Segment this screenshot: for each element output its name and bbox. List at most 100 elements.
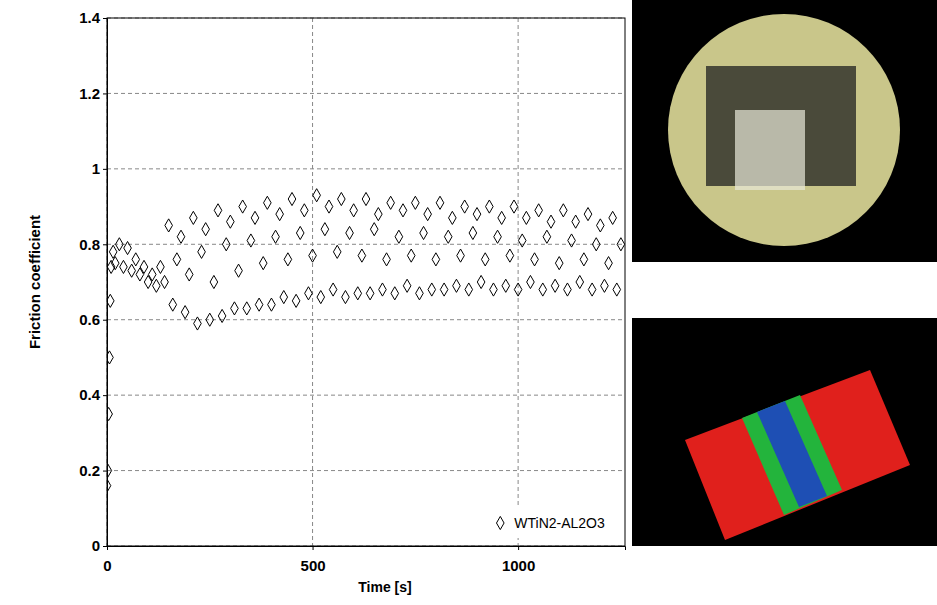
point — [124, 241, 132, 254]
point — [564, 283, 572, 296]
legend-label: WTiN2-AL2O3 — [514, 515, 605, 531]
point — [375, 208, 383, 221]
point — [514, 283, 522, 296]
tick-label: 1000 — [502, 557, 535, 574]
x-tick: 500 — [301, 546, 326, 574]
tick-label: 0.6 — [79, 311, 100, 328]
point — [379, 283, 387, 296]
point — [543, 230, 551, 243]
tick-label: 500 — [301, 557, 326, 574]
tick-label: 1 — [92, 160, 100, 177]
x-tick: 1000 — [502, 546, 535, 574]
y-tick: 1 — [92, 160, 107, 177]
point — [412, 196, 420, 209]
point — [539, 283, 547, 296]
point — [395, 230, 403, 243]
point — [531, 253, 539, 266]
point — [111, 257, 119, 270]
point — [296, 226, 304, 239]
point — [498, 211, 506, 224]
point — [588, 283, 596, 296]
point — [177, 230, 185, 243]
tick-mark — [103, 395, 107, 396]
point — [551, 279, 559, 292]
point — [601, 279, 609, 292]
point — [194, 317, 202, 330]
point — [572, 215, 580, 228]
tick-mark — [103, 18, 107, 19]
tick-label: 0.2 — [79, 462, 100, 479]
point — [527, 275, 535, 288]
point — [362, 192, 370, 205]
plot-frame — [107, 18, 625, 546]
scar-light — [735, 110, 805, 190]
point — [288, 192, 296, 205]
tick-label: 0.4 — [79, 386, 101, 403]
point — [407, 249, 415, 262]
y-tick: 0.8 — [79, 236, 107, 253]
point — [576, 275, 584, 288]
ball — [668, 14, 900, 246]
y-tick: 0.4 — [79, 386, 107, 403]
point — [486, 200, 494, 213]
tick-label: 1.2 — [79, 85, 100, 102]
tick-label: 0.8 — [79, 236, 100, 253]
point — [157, 260, 165, 273]
point — [148, 268, 156, 281]
point — [342, 291, 350, 304]
grid-line — [312, 18, 313, 546]
point — [140, 260, 148, 273]
grid-line — [107, 319, 625, 320]
point — [153, 279, 161, 292]
point — [243, 302, 251, 315]
point — [506, 249, 514, 262]
point — [605, 257, 613, 270]
y-tick: 1.4 — [79, 9, 107, 26]
point — [597, 219, 605, 232]
point — [321, 223, 329, 236]
point — [432, 253, 440, 266]
grid-line — [107, 168, 625, 169]
tick-mark — [103, 244, 107, 245]
point — [440, 283, 448, 296]
point — [592, 238, 600, 251]
point — [214, 204, 222, 217]
point — [305, 287, 313, 300]
point — [107, 294, 114, 307]
point — [235, 264, 243, 277]
point — [350, 204, 358, 217]
surface — [685, 370, 910, 540]
point — [424, 208, 432, 221]
point — [206, 313, 214, 326]
point — [481, 253, 489, 266]
point — [617, 238, 625, 251]
photo-track-profile — [632, 318, 937, 546]
point — [416, 287, 424, 300]
tick-mark — [103, 93, 107, 94]
point — [523, 211, 531, 224]
point — [173, 253, 181, 266]
point — [329, 283, 337, 296]
point — [366, 287, 374, 300]
point — [560, 204, 568, 217]
tick-label: 1.4 — [79, 9, 101, 26]
point — [325, 200, 333, 213]
point — [333, 245, 341, 258]
point — [391, 287, 399, 300]
point — [227, 215, 235, 228]
point — [444, 230, 452, 243]
point — [477, 275, 485, 288]
tick-mark — [103, 320, 107, 321]
grid-line — [107, 395, 625, 396]
point — [268, 298, 276, 311]
track-edge — [742, 395, 842, 515]
point — [255, 298, 263, 311]
point — [301, 204, 309, 217]
point — [222, 238, 230, 251]
tick-mark — [103, 546, 107, 547]
point — [613, 283, 621, 296]
point — [144, 275, 152, 288]
grid-line — [107, 93, 625, 94]
point — [518, 234, 526, 247]
point — [387, 196, 395, 209]
